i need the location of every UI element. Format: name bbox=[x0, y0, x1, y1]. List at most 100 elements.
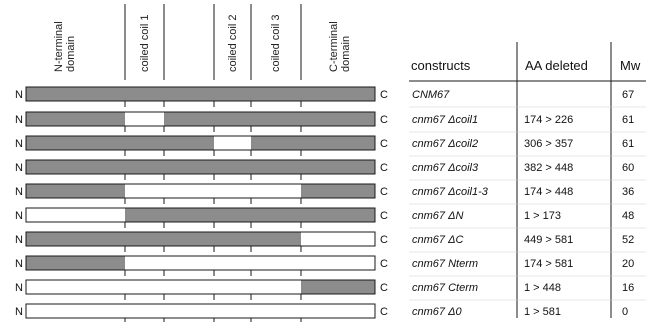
aa-deleted-row-8: 174 > 581 bbox=[524, 258, 573, 270]
mw-row-4: 60 bbox=[622, 162, 634, 174]
mw-row-9: 16 bbox=[622, 282, 634, 294]
c-label-row-9: C bbox=[380, 282, 388, 294]
construct-name-row-2: cnm67 Δcoil1 bbox=[412, 114, 478, 126]
c-label-row-7: C bbox=[380, 234, 388, 246]
bar-segment-row-1-5 bbox=[251, 87, 301, 101]
bar-segment-row-7-7 bbox=[301, 232, 375, 246]
n-label-row-4: N bbox=[15, 162, 23, 174]
c-label-row-2: C bbox=[380, 114, 388, 126]
n-label-row-8: N bbox=[15, 258, 23, 270]
bar-segment-row-5-5 bbox=[251, 184, 301, 198]
mw-row-1: 67 bbox=[622, 89, 634, 101]
mw-row-7: 52 bbox=[622, 234, 634, 246]
n-label-row-3: N bbox=[15, 138, 23, 150]
bar-segment-row-5-4 bbox=[214, 184, 251, 198]
table-header-2: AA deleted bbox=[525, 58, 588, 73]
bar-segment-row-6-5 bbox=[251, 208, 301, 222]
bar-segment-row-6-4 bbox=[214, 208, 251, 222]
bar-segment-row-4-5 bbox=[251, 160, 301, 174]
mw-row-2: 61 bbox=[622, 114, 634, 126]
bar-outline-row-6 bbox=[25, 207, 376, 223]
bar-segment-row-2-4 bbox=[214, 112, 251, 126]
n-label-row-2: N bbox=[15, 114, 23, 126]
bar-segment-row-2-3 bbox=[164, 112, 214, 126]
n-label-row-5: N bbox=[15, 186, 23, 198]
bar-segment-row-4-2 bbox=[125, 160, 164, 174]
n-label-row-9: N bbox=[15, 282, 23, 294]
bar-segment-row-2-2 bbox=[125, 112, 164, 126]
bar-segment-row-10-7 bbox=[301, 304, 375, 318]
bar-segment-row-1-3 bbox=[164, 87, 214, 101]
bar-segment-row-8-4 bbox=[214, 256, 251, 270]
bar-segment-row-8-1 bbox=[26, 256, 125, 270]
bar-segment-row-8-5 bbox=[251, 256, 301, 270]
domain-label-5-line-2: domain bbox=[340, 36, 352, 72]
bar-segment-row-10-2 bbox=[125, 304, 164, 318]
bar-outline-row-1 bbox=[25, 86, 376, 102]
c-label-row-5: C bbox=[380, 186, 388, 198]
bar-segment-row-3-2 bbox=[125, 136, 164, 150]
bar-outline-row-4 bbox=[25, 159, 376, 175]
construct-name-row-3: cnm67 Δcoil2 bbox=[412, 138, 478, 150]
bar-segment-row-5-3 bbox=[164, 184, 214, 198]
bar-segment-row-2-1 bbox=[26, 112, 125, 126]
aa-deleted-row-5: 174 > 448 bbox=[524, 186, 573, 198]
bar-segment-row-5-1 bbox=[26, 184, 125, 198]
bar-segment-row-5-2 bbox=[125, 184, 164, 198]
bar-segment-row-7-4 bbox=[214, 232, 251, 246]
bar-segment-row-2-7 bbox=[301, 112, 375, 126]
bar-segment-row-9-1 bbox=[26, 280, 125, 294]
bar-segment-row-8-2 bbox=[125, 256, 164, 270]
bar-segment-row-3-7 bbox=[301, 136, 375, 150]
aa-deleted-row-3: 306 > 357 bbox=[524, 138, 573, 150]
bar-segment-row-2-5 bbox=[251, 112, 301, 126]
bar-segment-row-1-7 bbox=[301, 87, 375, 101]
construct-name-row-4: cnm67 Δcoil3 bbox=[412, 162, 479, 174]
c-label-row-3: C bbox=[380, 138, 388, 150]
mw-row-10: 0 bbox=[622, 306, 628, 318]
bar-segment-row-9-2 bbox=[125, 280, 164, 294]
c-label-row-8: C bbox=[380, 258, 388, 270]
table-header-3: Mw bbox=[620, 58, 641, 73]
n-label-row-10: N bbox=[15, 306, 23, 318]
c-label-row-1: C bbox=[380, 89, 388, 101]
bar-segment-row-8-3 bbox=[164, 256, 214, 270]
bar-segment-row-9-4 bbox=[214, 280, 251, 294]
bar-segment-row-4-4 bbox=[214, 160, 251, 174]
aa-deleted-row-2: 174 > 226 bbox=[524, 114, 573, 126]
bar-segment-row-6-2 bbox=[125, 208, 164, 222]
bar-segment-row-3-3 bbox=[164, 136, 214, 150]
bar-segment-row-8-7 bbox=[301, 256, 375, 270]
bar-segment-row-9-7 bbox=[301, 280, 375, 294]
domain-label-3: coiled coil 2 bbox=[227, 15, 239, 72]
aa-deleted-row-10: 1 > 581 bbox=[524, 306, 561, 318]
bar-segment-row-6-7 bbox=[301, 208, 375, 222]
bar-segment-row-7-1 bbox=[26, 232, 125, 246]
bar-segment-row-7-3 bbox=[164, 232, 214, 246]
bar-segment-row-10-4 bbox=[214, 304, 251, 318]
construct-name-row-7: cnm67 ΔC bbox=[412, 234, 463, 246]
bar-segment-row-4-3 bbox=[164, 160, 214, 174]
mw-row-8: 20 bbox=[622, 258, 634, 270]
bar-segment-row-4-1 bbox=[26, 160, 125, 174]
construct-name-row-5: cnm67 Δcoil1-3 bbox=[412, 186, 489, 198]
aa-deleted-row-4: 382 > 448 bbox=[524, 162, 573, 174]
construct-name-row-10: cnm67 Δ0 bbox=[412, 306, 462, 318]
bar-outline-row-9 bbox=[25, 279, 376, 295]
bar-outline-row-3 bbox=[25, 135, 376, 151]
n-label-row-6: N bbox=[15, 210, 23, 222]
bar-outline-row-2 bbox=[25, 111, 376, 127]
c-label-row-4: C bbox=[380, 162, 388, 174]
bar-outline-row-7 bbox=[25, 231, 376, 247]
bar-segment-row-6-3 bbox=[164, 208, 214, 222]
construct-name-row-1: CNM67 bbox=[412, 89, 450, 101]
construct-name-row-6: cnm67 ΔN bbox=[412, 210, 463, 222]
mw-row-3: 61 bbox=[622, 138, 634, 150]
bar-segment-row-10-1 bbox=[26, 304, 125, 318]
bar-outline-row-5 bbox=[25, 183, 376, 199]
bar-segment-row-1-4 bbox=[214, 87, 251, 101]
mw-row-5: 36 bbox=[622, 186, 634, 198]
bar-segment-row-10-5 bbox=[251, 304, 301, 318]
domain-label-5-line-1: C-terminal bbox=[328, 21, 340, 72]
